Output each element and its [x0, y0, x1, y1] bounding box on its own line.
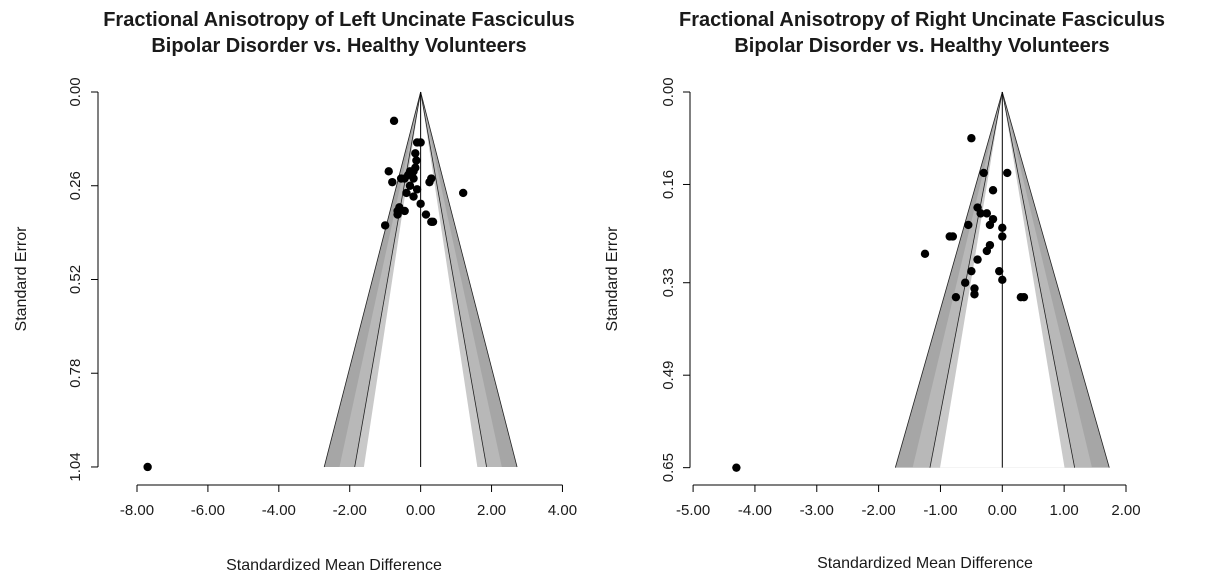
data-point [998, 232, 1007, 241]
data-point [920, 249, 930, 259]
x-tick-label: -4.00 [738, 502, 772, 519]
data-point [967, 266, 976, 276]
data-point [976, 209, 985, 218]
funnel-inner-right-line [420, 91, 487, 468]
data-point [411, 149, 420, 158]
x-tick-label: -5.00 [676, 502, 710, 519]
data-point [389, 116, 399, 126]
funnel-outer-left-line [894, 91, 1003, 468]
data-point [951, 292, 961, 302]
chart-title-line-2: Bipolar Disorder vs. Healthy Volunteers [151, 35, 526, 57]
funnel-inner-left-line [354, 91, 422, 468]
x-tick-label: -1.00 [923, 502, 957, 519]
y-tick-label: 0.00 [660, 77, 677, 106]
x-tick-label: -2.00 [333, 502, 367, 519]
y-tick-label: 0.78 [67, 359, 84, 388]
funnel-plot-left: Fractional Anisotropy of Left Uncinate F… [13, 9, 577, 574]
data-point [388, 177, 397, 187]
x-tick-label: 2.00 [1111, 502, 1140, 519]
data-point [973, 255, 982, 264]
data-point [967, 134, 976, 143]
x-tick-label: 1.00 [1050, 502, 1079, 519]
data-point [458, 188, 468, 198]
data-point [995, 266, 1004, 276]
chart-title-line-2: Bipolar Disorder vs. Healthy Volunteers [734, 35, 1109, 57]
data-point [412, 156, 421, 165]
funnel-plot-right: Fractional Anisotropy of Right Uncinate … [604, 9, 1165, 572]
data-point [970, 290, 979, 299]
data-point [400, 174, 409, 183]
data-point [409, 192, 418, 201]
funnel-light-band-right [420, 92, 502, 467]
data-point [998, 223, 1007, 233]
data-point [428, 217, 438, 226]
x-tick-label: -2.00 [862, 502, 896, 519]
data-point [970, 284, 979, 293]
x-tick-label: -6.00 [191, 502, 225, 519]
data-point [380, 221, 390, 230]
x-tick-label: -4.00 [262, 502, 296, 519]
y-tick-label: 0.26 [67, 171, 84, 200]
data-point [982, 209, 992, 218]
data-point [425, 177, 434, 187]
data-point [1019, 292, 1029, 302]
data-point [988, 186, 998, 195]
data-point [402, 188, 411, 198]
funnel-inner-right-line [1001, 91, 1076, 468]
data-point [732, 463, 741, 472]
y-tick-label: 0.49 [660, 361, 677, 390]
plot-area: -5.00 -4.00 -3.00 -2.00 -1.00 0.00 1.00 2.00 0.0… [660, 77, 1141, 519]
data-point [384, 167, 393, 176]
data-point [143, 462, 152, 472]
x-tick-label: -3.00 [800, 502, 834, 519]
x-tick-label: -8.00 [120, 502, 154, 519]
data-point [998, 275, 1007, 285]
funnel-light-band-right [1002, 92, 1092, 468]
data-point [964, 220, 973, 230]
x-tick-label: 4.00 [548, 502, 577, 519]
chart-title-line-1: Fractional Anisotropy of Left Uncinate F… [103, 9, 575, 31]
x-tick-label: 2.00 [477, 502, 506, 519]
x-tick-label: 0.00 [406, 502, 435, 519]
y-tick-label: 0.33 [660, 268, 677, 297]
data-point [400, 206, 409, 216]
x-axis-label: Standardized Mean Difference [817, 555, 1033, 572]
x-tick-label: 0.00 [988, 502, 1017, 519]
data-point [979, 168, 988, 178]
y-axis-label: Standard Error [13, 226, 30, 332]
data-point [412, 185, 422, 194]
data-point [409, 174, 418, 183]
data-point [1003, 168, 1012, 178]
plot-area: -8.00 -6.00 -4.00 -2.00 0.00 2.00 4.00 0.00 0.26… [67, 77, 577, 519]
y-tick-label: 0.65 [660, 453, 677, 482]
data-point [948, 232, 958, 241]
funnel-outer-right-line [1001, 91, 1110, 468]
data-point [416, 138, 425, 147]
data-point [416, 199, 425, 208]
data-point [985, 220, 995, 230]
data-point [982, 246, 992, 256]
chart-title-line-1: Fractional Anisotropy of Right Uncinate … [679, 9, 1165, 31]
y-tick-label: 0.00 [67, 77, 84, 106]
y-axis-label: Standard Error [604, 226, 621, 332]
data-point [393, 210, 402, 219]
data-point [421, 210, 431, 219]
data-point [405, 181, 415, 190]
funnel-outer-left-line [323, 91, 422, 468]
data-point [960, 278, 970, 287]
x-axis-label: Standardized Mean Difference [226, 557, 442, 574]
funnel-outer-right-line [420, 91, 518, 468]
y-tick-label: 0.52 [67, 265, 84, 294]
funnel-light-band-left [912, 92, 1003, 468]
y-tick-label: 0.16 [660, 170, 677, 199]
funnel-light-band-left [339, 92, 421, 467]
y-tick-label: 1.04 [67, 452, 84, 481]
